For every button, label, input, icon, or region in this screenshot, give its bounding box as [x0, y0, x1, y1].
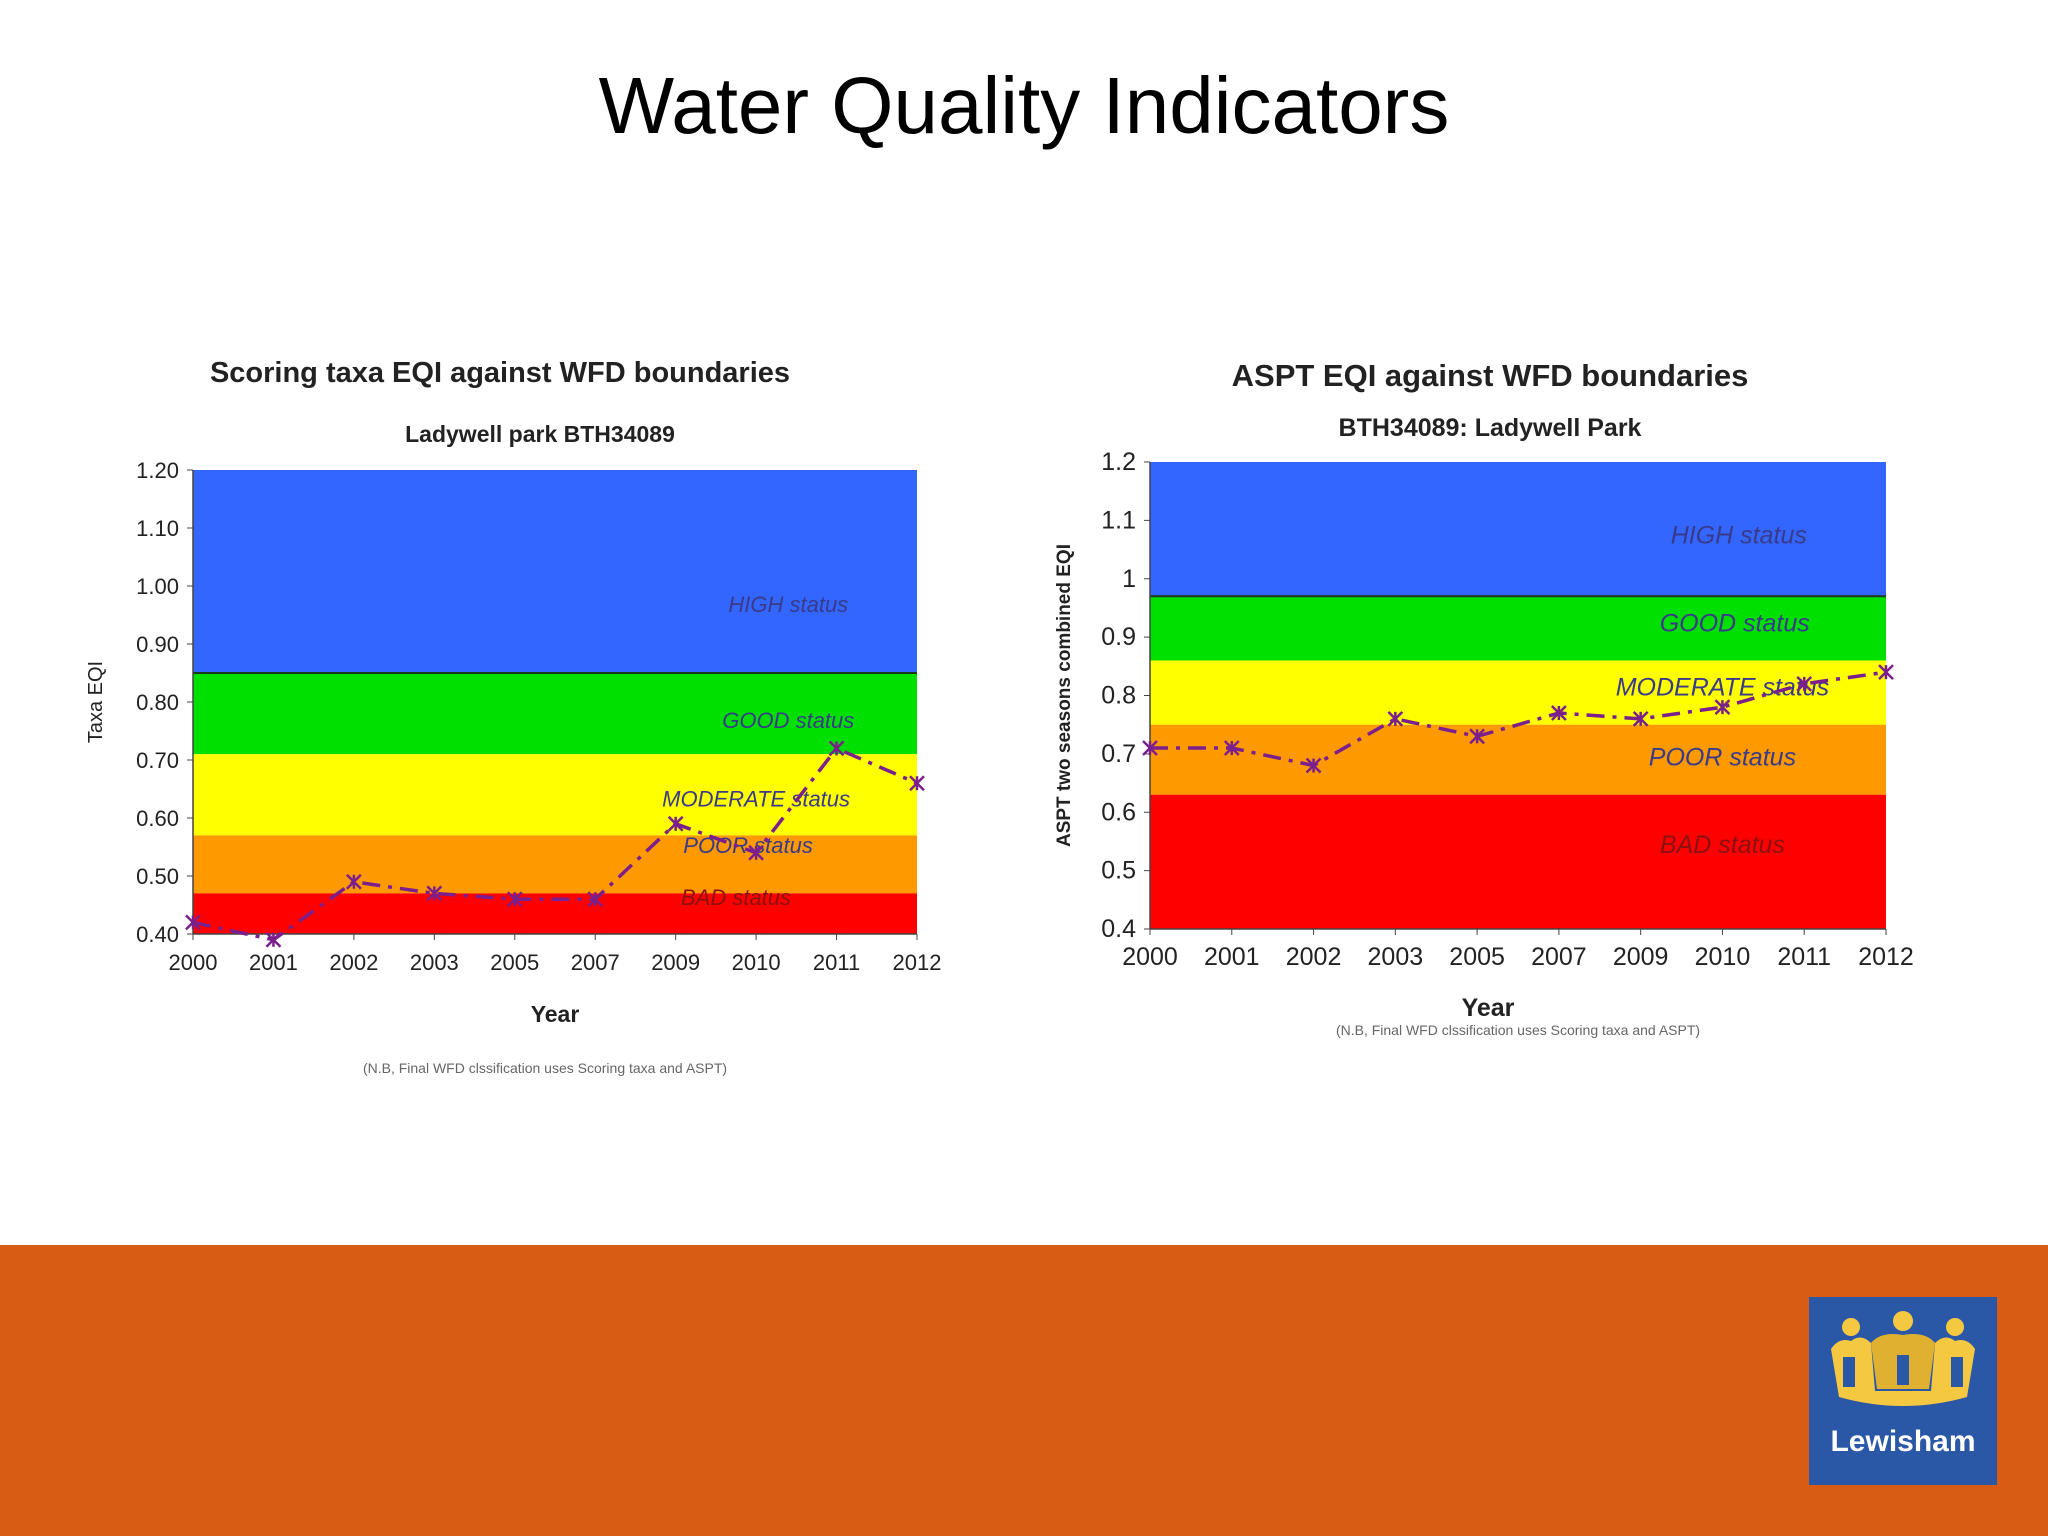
band-label: HIGH status [728, 592, 848, 617]
y-tick-label: 1.2 [1101, 448, 1136, 476]
band-label: MODERATE status [1616, 674, 1829, 702]
y-axis-label: Taxa EQI [85, 661, 107, 743]
band-label: BAD status [1660, 831, 1785, 859]
y-tick-label: 0.9 [1101, 623, 1136, 651]
y-tick-label: 0.4 [1101, 915, 1136, 943]
data-point [1142, 740, 1158, 756]
y-tick-label: 0.5 [1101, 857, 1136, 885]
x-tick-label: 2007 [1531, 943, 1587, 971]
data-point [185, 914, 201, 931]
y-tick-label: 0.8 [1101, 682, 1136, 710]
x-tick-label: 2012 [893, 950, 942, 975]
chart-subtitle: BTH34089: Ladywell Park [1339, 414, 1642, 442]
y-tick-label: 0.70 [136, 748, 179, 773]
band-label: MODERATE status [662, 786, 850, 811]
status-band [193, 470, 917, 673]
x-tick-label: 2005 [490, 950, 539, 975]
x-tick-label: 2011 [1777, 943, 1831, 971]
chart-title: ASPT EQI against WFD boundaries [1232, 358, 1749, 393]
footer-band [0, 1245, 2048, 1536]
data-point [506, 891, 523, 908]
data-point [1878, 664, 1894, 681]
status-band [1150, 462, 1886, 597]
x-tick-label: 2002 [329, 950, 378, 975]
data-point [1387, 710, 1404, 727]
data-point [909, 775, 925, 792]
data-point [1469, 728, 1485, 745]
series-line [1150, 670, 1887, 768]
y-tick-label: 1.20 [136, 458, 179, 483]
band-label: POOR status [1649, 744, 1796, 772]
data-point [1714, 699, 1731, 716]
y-tick-label: 0.90 [136, 632, 179, 657]
x-tick-label: 2009 [651, 950, 700, 975]
band-label: HIGH status [1671, 522, 1807, 550]
x-tick-label: 2001 [249, 950, 298, 975]
x-tick-label: 2011 [813, 950, 860, 975]
y-axis-label: ASPT two seasons combined EQI [1054, 544, 1075, 847]
y-tick-label: 0.50 [136, 864, 179, 889]
data-point [667, 815, 684, 832]
status-band [1150, 794, 1886, 929]
data-point [265, 931, 282, 948]
data-point [1632, 710, 1649, 727]
chart-note: (N.B, Final WFD clssification uses Scori… [363, 1060, 727, 1076]
data-point [587, 891, 604, 908]
y-tick-label: 1.00 [136, 574, 179, 599]
slide-title: Water Quality Indicators [598, 61, 1450, 150]
data-point [1223, 740, 1240, 756]
status-band [193, 835, 917, 894]
data-point [1796, 675, 1813, 692]
x-tick-label: 2009 [1613, 943, 1669, 971]
y-tick-label: 0.7 [1101, 740, 1136, 768]
chart-subtitle: Ladywell park BTH34089 [405, 421, 675, 447]
x-axis-label: Year [531, 1001, 580, 1027]
y-tick-label: 0.60 [136, 806, 179, 831]
data-point [1305, 757, 1322, 774]
data-point [426, 885, 443, 902]
logo-text: Lewisham [1830, 1425, 1976, 1458]
status-band [193, 754, 917, 836]
y-tick-label: 0.80 [136, 690, 179, 715]
chart-note: (N.B, Final WFD clssification uses Scori… [1336, 1022, 1700, 1038]
status-band [1150, 596, 1886, 661]
x-tick-label: 2002 [1286, 943, 1342, 971]
x-tick-label: 2010 [1695, 943, 1751, 971]
data-point [748, 844, 764, 861]
x-axis-label: Year [1462, 994, 1515, 1022]
x-tick-label: 2012 [1858, 943, 1914, 971]
y-tick-label: 0.40 [136, 922, 179, 947]
series-line [192, 746, 918, 942]
x-tick-label: 2001 [1204, 943, 1260, 971]
status-band [1150, 660, 1886, 725]
x-tick-label: 2000 [169, 950, 218, 975]
x-tick-label: 2000 [1122, 943, 1178, 971]
taxa-eqi-chart: HIGH status GOOD status MODERATE status POO… [85, 357, 942, 1076]
y-tick-label: 0.6 [1101, 798, 1136, 826]
band-label: GOOD status [1660, 609, 1810, 637]
status-band [1150, 724, 1886, 795]
band-label: POOR status [683, 833, 813, 858]
y-tick-label: 1.10 [136, 516, 179, 541]
x-tick-label: 2010 [732, 950, 781, 975]
lewisham-logo: Lewisham [1809, 1297, 1997, 1485]
band-label: GOOD status [722, 708, 854, 733]
x-tick-label: 2007 [571, 950, 620, 975]
data-point [346, 873, 362, 890]
x-tick-label: 2003 [1368, 943, 1424, 971]
y-tick-label: 1 [1122, 565, 1136, 593]
crown-icon [1831, 1311, 1975, 1406]
data-point [828, 740, 845, 757]
data-point [1551, 705, 1567, 721]
x-tick-label: 2003 [410, 950, 459, 975]
y-tick-label: 1.1 [1101, 506, 1136, 534]
chart-title: Scoring taxa EQI against WFD boundaries [210, 357, 790, 389]
x-tick-label: 2005 [1449, 943, 1505, 971]
status-band [193, 673, 917, 755]
aspt-eqi-chart: HIGH status GOOD status MODERATE status POO… [1054, 358, 1914, 1038]
band-label: BAD status [681, 885, 791, 910]
